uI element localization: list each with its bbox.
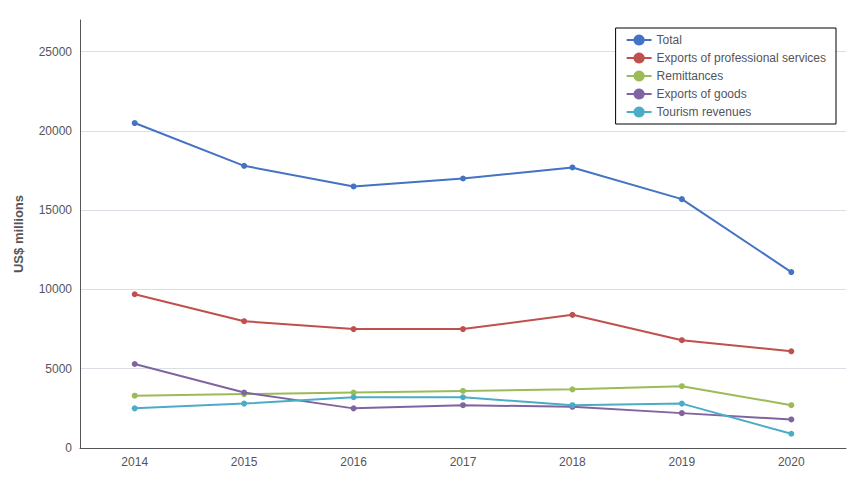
svg-text:2018: 2018 [559, 455, 586, 469]
svg-text:2017: 2017 [450, 455, 477, 469]
svg-text:2015: 2015 [231, 455, 258, 469]
svg-text:Exports of professional servic: Exports of professional services [657, 51, 826, 65]
svg-text:25000: 25000 [39, 45, 73, 59]
svg-text:10000: 10000 [39, 282, 73, 296]
svg-text:2020: 2020 [778, 455, 805, 469]
svg-text:Total: Total [657, 33, 682, 47]
svg-text:Exports of goods: Exports of goods [657, 87, 747, 101]
svg-text:2014: 2014 [121, 455, 148, 469]
svg-text:0: 0 [65, 441, 72, 455]
svg-text:20000: 20000 [39, 124, 73, 138]
svg-text:2016: 2016 [340, 455, 367, 469]
svg-text:2019: 2019 [669, 455, 696, 469]
svg-text:Remittances: Remittances [657, 69, 724, 83]
svg-text:Tourism revenues: Tourism revenues [657, 105, 752, 119]
svg-text:15000: 15000 [39, 203, 73, 217]
svg-text:5000: 5000 [45, 362, 72, 376]
svg-text:US$ millions: US$ millions [11, 195, 26, 273]
